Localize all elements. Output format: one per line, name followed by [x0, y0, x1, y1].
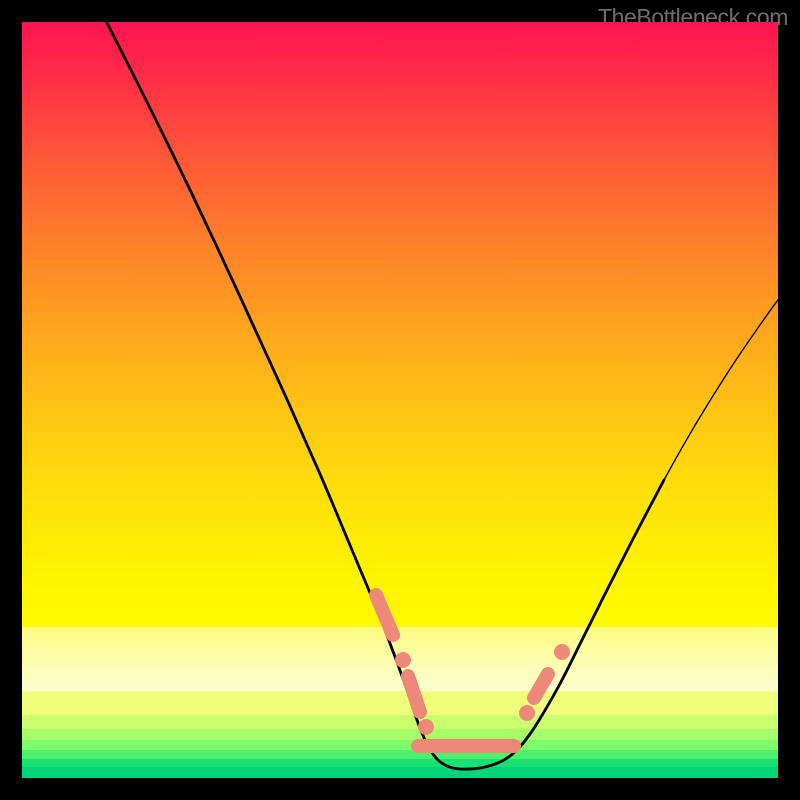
chart-stage: TheBottleneck.com — [0, 0, 800, 800]
markers-group — [376, 595, 570, 746]
marker-tube — [408, 676, 420, 712]
marker-dot — [519, 705, 535, 721]
marker-tube — [376, 595, 393, 635]
highlight-markers — [22, 22, 778, 778]
marker-tube — [534, 674, 548, 698]
marker-dot — [554, 644, 570, 660]
plot-area — [22, 22, 778, 778]
marker-dot — [418, 719, 434, 735]
marker-dot — [395, 652, 411, 668]
